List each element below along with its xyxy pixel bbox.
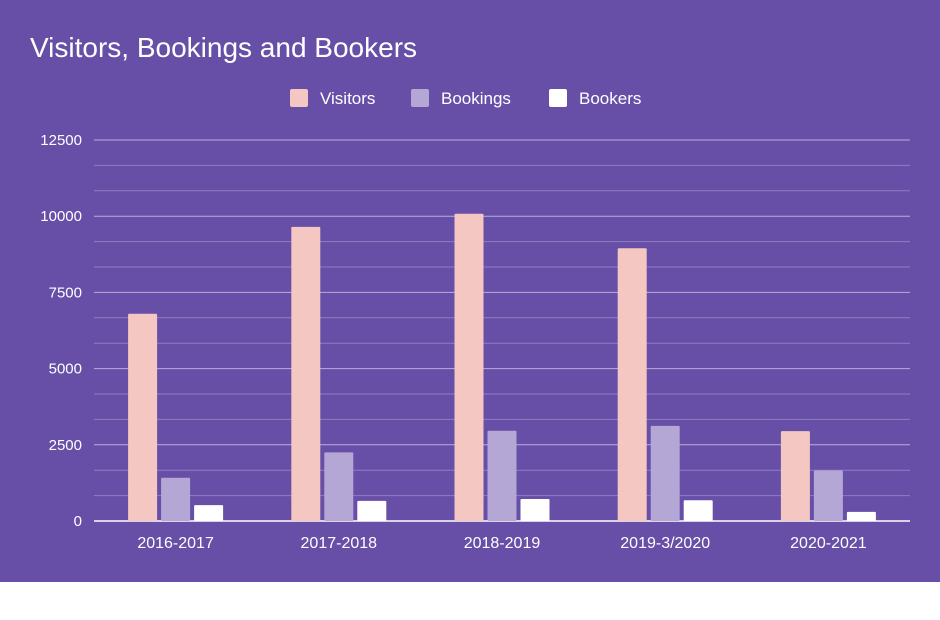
- bar-bookings-4: [813, 470, 843, 521]
- legend-label-visitors: Visitors: [320, 89, 375, 108]
- bar-bookings-2: [487, 430, 517, 521]
- bar-visitors-1: [291, 226, 321, 522]
- y-tick-label: 2500: [49, 437, 82, 454]
- chart-panel: Visitors, Bookings and Bookers 0 2500 5000…: [0, 0, 940, 582]
- x-tick-label: 2019-3/2020: [620, 535, 710, 552]
- bar-bookers-1: [357, 500, 387, 521]
- bar-visitors-0: [128, 313, 158, 521]
- x-tick-label: 2017-2018: [301, 535, 378, 552]
- bar-chart: 0 2500 5000 7500 10000 12500 2016-2017 2017-201…: [40, 89, 910, 552]
- bar-bookings-0: [161, 477, 191, 521]
- y-tick-label: 0: [74, 513, 82, 530]
- bar-bookers-4: [846, 511, 876, 521]
- y-tick-label: 10000: [40, 208, 82, 225]
- legend-label-bookings: Bookings: [441, 89, 511, 108]
- bar-visitors-3: [617, 248, 647, 522]
- x-tick-label: 2020-2021: [790, 535, 867, 552]
- y-tick-label: 7500: [49, 284, 82, 301]
- legend-swatch-bookings: [411, 89, 429, 107]
- bar-bookers-3: [683, 500, 713, 521]
- legend-label-bookers: Bookers: [579, 89, 641, 108]
- x-tick-label: 2016-2017: [137, 535, 214, 552]
- legend-swatch-bookers: [549, 89, 567, 107]
- bar-bookers-0: [194, 505, 224, 521]
- chart-title: Visitors, Bookings and Bookers: [30, 32, 418, 63]
- x-tick-label: 2018-2019: [464, 535, 541, 552]
- y-tick-label: 12500: [40, 132, 82, 149]
- bar-visitors-2: [454, 213, 484, 521]
- bar-bookings-3: [650, 425, 680, 521]
- bar-bookers-2: [520, 499, 550, 521]
- bar-bookings-1: [324, 452, 354, 521]
- y-tick-label: 5000: [49, 361, 82, 378]
- bar-visitors-4: [780, 431, 810, 521]
- legend-swatch-visitors: [290, 89, 308, 107]
